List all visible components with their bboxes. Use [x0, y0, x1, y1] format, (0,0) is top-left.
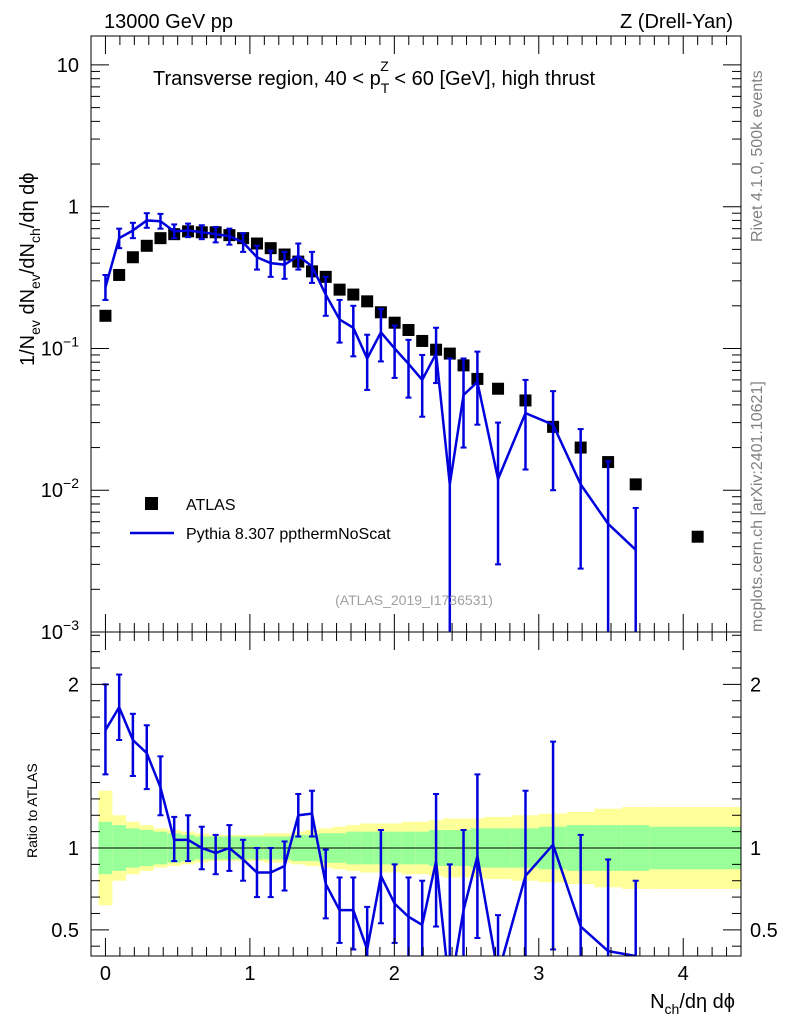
x-tick-label: 3 [533, 963, 544, 985]
xlabel-part-2: /dη dϕ [679, 991, 735, 1013]
atlas-data-point [629, 478, 642, 491]
tick-exponent: −1 [63, 333, 79, 349]
atlas-data-point [361, 295, 374, 308]
x-tick-label: 1 [244, 963, 255, 985]
atlas-data-point [126, 251, 139, 264]
mcplots-label: mcplots.cern.ch [arXiv:2401.10621] [749, 381, 766, 632]
tick-base: 10 [41, 622, 63, 644]
ratio-y-tick-label: 1 [68, 838, 79, 860]
ratio-y-tick-label-right: 0.5 [750, 920, 778, 942]
top-y-axis-label: 1/Nev dNev/dNch/dη dϕ [17, 173, 43, 366]
header-left-label: 13000 GeV pp [104, 11, 233, 33]
ylabel-sub-3: ch [27, 228, 43, 243]
atlas-data-point [113, 268, 126, 281]
mc-prediction-line [104, 219, 637, 551]
ratio-y-tick-label: 0.5 [51, 920, 79, 942]
ratio-line [104, 704, 636, 956]
ratio-y-tick-label-right: 2 [750, 674, 761, 696]
title-text-pre: Transverse region, 40 < p [153, 68, 381, 90]
x-tick-label: 0 [100, 963, 111, 985]
ratio-y-tick-label: 2 [68, 674, 79, 696]
main-plot-title: Transverse region, 40 < pTZ < 60 [GeV], … [153, 58, 596, 96]
tick-base: 10 [41, 480, 63, 502]
ylabel-part-2: dN [17, 289, 39, 320]
tick-exponent: −2 [63, 475, 79, 491]
legend-atlas-marker [145, 497, 158, 510]
atlas-data-point [154, 232, 167, 245]
atlas-data-point [347, 288, 360, 301]
atlas-data-point [416, 334, 429, 347]
top-y-tick-label: 10 [57, 55, 79, 77]
x-tick-label: 4 [678, 963, 689, 985]
atlas-data-point [333, 283, 346, 296]
atlas-data-point [443, 347, 456, 360]
analysis-watermark: (ATLAS_2019_I1736531) [335, 592, 493, 608]
top-y-tick-label: 1 [68, 197, 79, 219]
ylabel-sub-2: ev [27, 274, 43, 289]
x-axis-label: Nch/dη dϕ [650, 991, 735, 1017]
title-text-post: < 60 [GeV], high thrust [389, 68, 596, 90]
tick-base: 10 [41, 338, 63, 360]
xlabel-part-1: N [650, 991, 664, 1013]
title-subscript: T [381, 80, 390, 96]
tick-exponent: −3 [63, 617, 79, 633]
xlabel-sub: ch [665, 1001, 680, 1017]
ylabel-sub-1: ev [27, 320, 43, 335]
atlas-data-point [99, 309, 112, 322]
atlas-data-point [140, 239, 153, 252]
legend-pythia-label: Pythia 8.307 ppthermNoScat [186, 526, 391, 543]
tick-base: 10 [57, 55, 79, 77]
atlas-data-point [691, 530, 704, 543]
header-right-label: Z (Drell-Yan) [620, 11, 733, 33]
ratio-y-axis-label: Ratio to ATLAS [24, 763, 40, 858]
top-y-tick-label: 10−3 [41, 617, 79, 644]
title-superscript: Z [380, 58, 389, 74]
top-y-tick-label: 10−1 [41, 333, 79, 360]
legend-atlas-label: ATLAS [186, 497, 236, 514]
atlas-data-point [492, 382, 505, 395]
atlas-data-point [402, 323, 415, 336]
ratio-plot-frame [90, 631, 742, 957]
ylabel-part-1: 1/N [17, 335, 39, 366]
top-y-tick-label: 10−2 [41, 475, 79, 502]
ratio-y-tick-label-right: 1 [750, 838, 761, 860]
tick-base: 1 [68, 197, 79, 219]
ylabel-part-4: /dη dϕ [17, 173, 39, 229]
x-tick-label: 2 [389, 963, 400, 985]
rivet-version-label: Rivet 4.1.0, 500k events [749, 70, 766, 242]
ylabel-part-3: /dN [17, 243, 39, 274]
